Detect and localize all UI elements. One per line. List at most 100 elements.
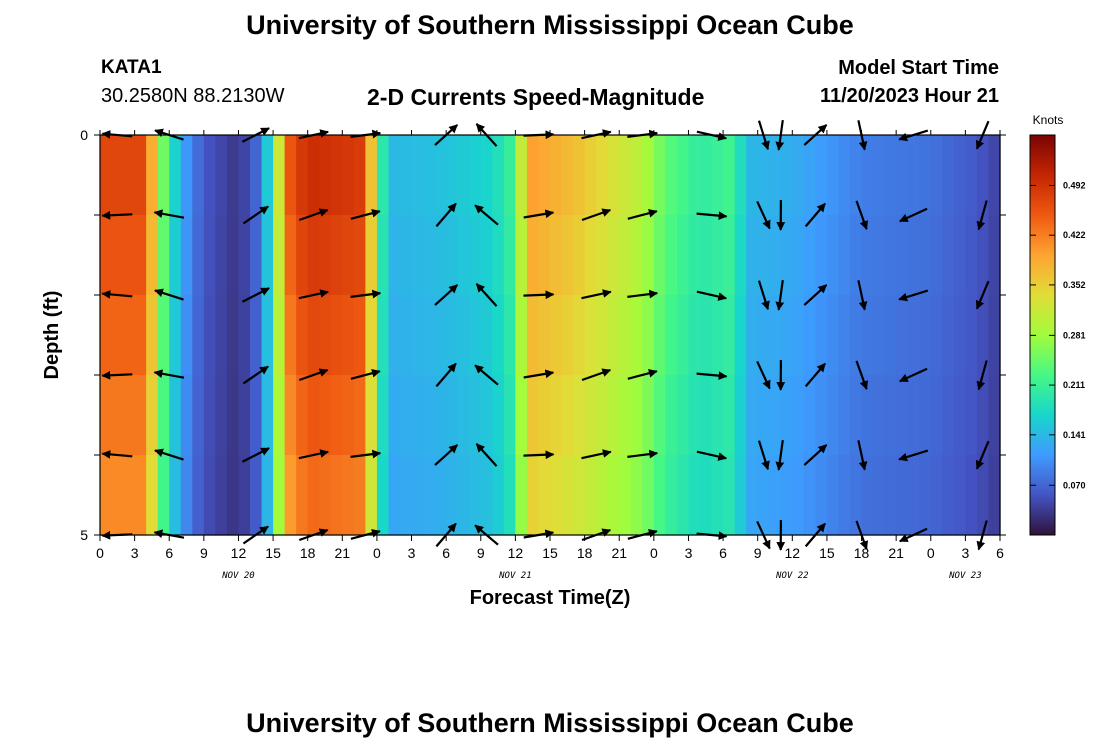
x-tick-label: 6: [996, 545, 1004, 561]
heatmap-cell: [653, 375, 666, 456]
heatmap-cell: [261, 375, 274, 456]
heatmap-cell: [180, 295, 193, 376]
heatmap-cell: [169, 215, 182, 296]
current-vector: [523, 450, 555, 460]
heatmap-cell: [446, 295, 459, 376]
heatmap-cell: [630, 135, 643, 216]
date-label: NOV 23: [948, 571, 982, 581]
heatmap-cell: [746, 455, 759, 536]
heatmap-cell: [261, 455, 274, 536]
heatmap-cell: [400, 455, 413, 536]
heatmap-cell: [596, 215, 609, 296]
heatmap-cell: [169, 375, 182, 456]
heatmap-cell: [284, 215, 297, 296]
heatmap-cell: [550, 215, 563, 296]
current-vector: [298, 208, 329, 222]
heatmap-cell: [180, 455, 193, 536]
heatmap-cell: [365, 215, 378, 296]
heatmap-cell: [100, 455, 113, 536]
heatmap-cell: [376, 455, 390, 536]
heatmap-cell: [676, 375, 690, 456]
heatmap-cell: [826, 295, 840, 376]
heatmap-cell: [330, 375, 343, 456]
heatmap-cell: [873, 135, 886, 216]
x-tick-label: 9: [754, 545, 762, 561]
heatmap-cell: [538, 135, 551, 216]
colorbar-tick-label: 0.492: [1063, 180, 1086, 190]
footer-title: University of Southern Mississippi Ocean…: [246, 708, 854, 738]
heatmap-cell: [307, 295, 320, 376]
current-vector: [101, 290, 133, 299]
heatmap-cell: [561, 135, 574, 216]
current-vector: [153, 209, 185, 219]
heatmap-cell: [746, 215, 759, 296]
heatmap-cell: [457, 455, 470, 536]
heatmap-cell: [826, 455, 840, 536]
heatmap-cell: [976, 215, 990, 296]
heatmap-cell: [642, 375, 655, 456]
heatmap-cell: [169, 295, 182, 376]
heatmap-cell: [434, 295, 447, 376]
heatmap-cell: [723, 375, 736, 456]
current-vector: [696, 211, 728, 221]
heatmap-cell: [665, 135, 678, 216]
current-vector: [154, 288, 184, 301]
heatmap-cell: [653, 295, 666, 376]
heatmap-cell: [457, 135, 470, 216]
current-vector: [696, 371, 728, 381]
current-vector: [627, 208, 658, 220]
heatmap-cell: [826, 135, 840, 216]
heatmap-cell: [446, 215, 459, 296]
heatmap-cell: [838, 455, 851, 536]
current-vector: [627, 449, 659, 459]
current-vector: [241, 447, 270, 463]
heatmap-cell: [273, 375, 286, 456]
x-tick-label: 18: [577, 545, 593, 561]
current-vector: [475, 283, 498, 307]
heatmap-cell: [365, 295, 378, 376]
heatmap-cell: [723, 215, 736, 296]
x-tick-label: 3: [408, 545, 416, 561]
heatmap-cell: [469, 455, 482, 536]
heatmap-cell: [342, 455, 355, 536]
x-tick-label: 21: [888, 545, 904, 561]
heatmap-cell: [215, 295, 228, 376]
current-vector: [627, 368, 658, 380]
heatmap-cell: [723, 455, 736, 536]
current-vector: [898, 207, 928, 223]
heatmap-cell: [619, 295, 632, 376]
heatmap-cell: [111, 135, 124, 216]
heatmap-cell: [607, 135, 620, 216]
heatmap-cell: [469, 215, 482, 296]
heatmap-cell: [353, 295, 366, 376]
x-tick-label: 6: [719, 545, 727, 561]
current-vector: [523, 209, 555, 219]
heatmap-cell: [515, 455, 528, 536]
heatmap-cell: [734, 295, 747, 376]
heatmap-cell: [838, 215, 851, 296]
heatmap-cell: [157, 215, 170, 296]
heatmap-cell: [365, 375, 378, 456]
heatmap-cell: [653, 215, 666, 296]
heatmap-cell: [792, 375, 805, 456]
heatmap-cell: [411, 135, 424, 216]
x-axis-title: Forecast Time(Z): [470, 587, 631, 609]
current-vector: [627, 289, 659, 299]
heatmap-cell: [203, 375, 216, 456]
colorbar: Knots 0.070 0.141 0.211 0.281 0.352 0.422 0.49…: [1029, 113, 1086, 536]
heatmap-cell: [134, 135, 147, 216]
x-tick-label: 6: [442, 545, 450, 561]
heatmap-cell: [573, 135, 586, 216]
heatmap-cell: [192, 295, 205, 376]
current-vector: [241, 287, 270, 303]
heatmap-cell: [388, 295, 401, 376]
heatmap-cell: [665, 215, 678, 296]
current-vector: [350, 449, 382, 459]
current-vector: [898, 449, 929, 462]
heatmap-cell: [919, 215, 932, 296]
heatmap-cell: [146, 215, 159, 296]
heatmap-cell: [273, 135, 286, 216]
heatmap-cell: [919, 295, 932, 376]
heatmap-cell: [919, 135, 932, 216]
